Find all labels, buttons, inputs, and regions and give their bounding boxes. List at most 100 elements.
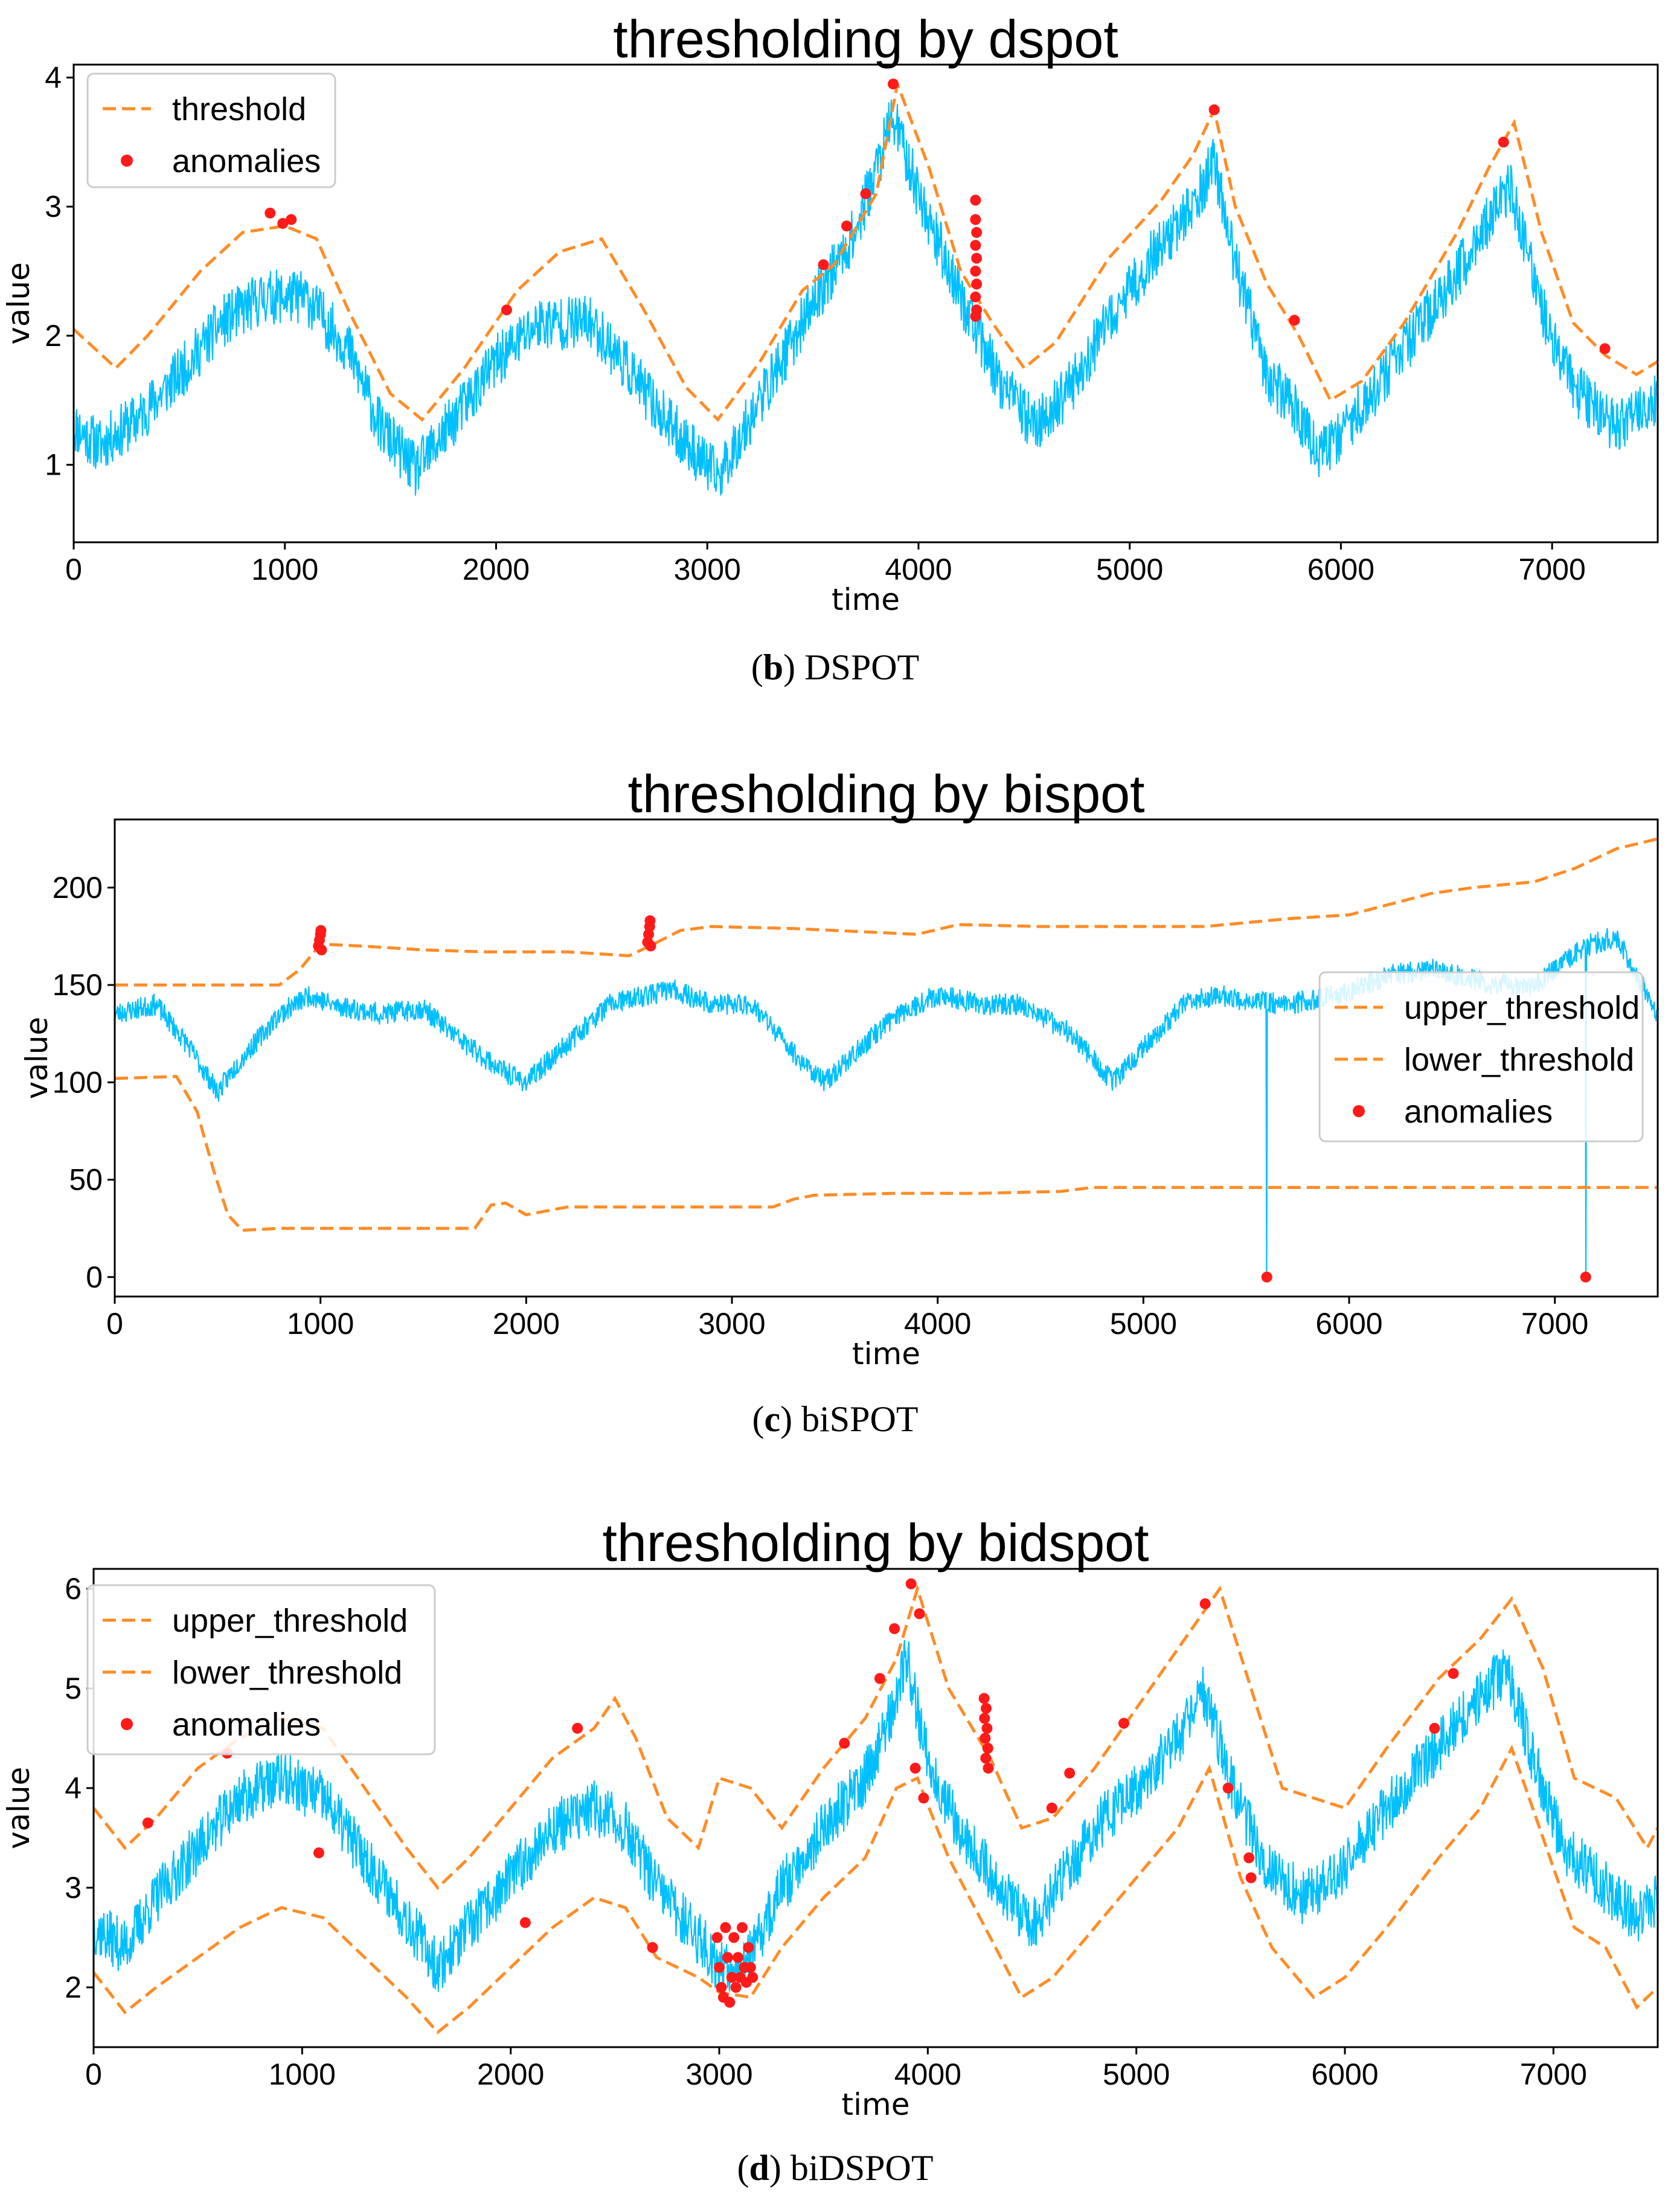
axes-frame xyxy=(92,1568,1659,2048)
y-tick-label: 0 xyxy=(86,1260,103,1294)
y-tick-label: 2 xyxy=(45,319,62,353)
anomaly-point xyxy=(733,1952,744,1963)
anomaly-point xyxy=(265,207,276,219)
x-tick-label: 2000 xyxy=(463,553,530,586)
anomaly-point xyxy=(277,217,289,229)
anomaly-point xyxy=(730,1982,742,1993)
x-tick-label: 2000 xyxy=(477,2057,544,2091)
x-tick-label: 7000 xyxy=(1519,553,1586,586)
y-tick-label: 2 xyxy=(65,1970,82,2004)
y-tick-label: 6 xyxy=(65,1572,82,1606)
chart-title: thresholding by bidspot xyxy=(602,1513,1149,1572)
anomaly-point xyxy=(971,252,983,264)
anomaly-point xyxy=(874,1673,885,1684)
anomaly-point xyxy=(747,1972,759,1983)
anomaly-point xyxy=(1498,136,1509,148)
plot-area xyxy=(115,837,1658,1283)
x-axis-label: time xyxy=(842,2087,910,2122)
legend: upper_threshold lower_threshold anomalies xyxy=(1318,971,1644,1143)
anomaly-point xyxy=(889,1623,900,1634)
anomaly-point xyxy=(519,1917,531,1928)
x-tick-label: 5000 xyxy=(1103,2057,1170,2091)
legend-label: anomalies xyxy=(1404,1094,1553,1130)
anomaly-point xyxy=(860,188,871,199)
x-tick-label: 5000 xyxy=(1096,553,1163,586)
caption-text: biDSPOT xyxy=(791,2148,934,2188)
anomaly-point xyxy=(1208,104,1220,115)
chart-title: thresholding by dspot xyxy=(613,9,1118,69)
y-axis-label: value xyxy=(1,1767,36,1850)
x-tick-label: 1000 xyxy=(287,1307,354,1341)
anomaly-point xyxy=(724,1996,736,2008)
anomaly-point xyxy=(1448,1668,1459,1679)
axes-frame xyxy=(72,63,1659,543)
anomaly-point xyxy=(736,1922,748,1933)
x-tick-label: 5000 xyxy=(1110,1307,1177,1341)
anomaly-point xyxy=(905,1578,917,1589)
plot-area xyxy=(74,78,1658,496)
anomaly-point xyxy=(313,1847,324,1859)
axes-frame xyxy=(114,818,1659,1298)
x-tick-label: 6000 xyxy=(1311,2057,1378,2091)
caption-label: c xyxy=(764,1399,780,1439)
legend-marker-anomalies xyxy=(121,1718,133,1730)
legend-box xyxy=(86,1584,436,1755)
anomaly-point xyxy=(839,1737,850,1749)
series-line-threshold xyxy=(74,78,1658,422)
legend-marker-anomalies xyxy=(121,155,133,167)
x-tick-label: 4000 xyxy=(904,1307,971,1341)
y-tick-label: 200 xyxy=(53,871,103,905)
anomaly-point xyxy=(315,925,327,936)
caption-label: b xyxy=(763,647,783,687)
series-line-lower-threshold xyxy=(115,1075,1658,1232)
anomaly-point xyxy=(980,1752,992,1764)
caption-label: d xyxy=(749,2148,769,2188)
anomaly-point xyxy=(647,1942,658,1953)
anomaly-point xyxy=(286,214,297,225)
x-axis-label: time xyxy=(832,582,900,617)
anomaly-point xyxy=(711,1932,723,1943)
series-line-value xyxy=(115,928,1658,1278)
series-line-upper-threshold xyxy=(94,1583,1658,1890)
anomaly-point xyxy=(316,944,327,956)
anomaly-point xyxy=(726,1972,737,1983)
legend-label: lower_threshold xyxy=(1404,1042,1634,1078)
series-line-upper-threshold xyxy=(115,837,1658,987)
x-tick-label: 4000 xyxy=(885,553,952,586)
x-tick-label: 1000 xyxy=(269,2057,336,2091)
anomaly-point xyxy=(971,226,983,238)
chart-title: thresholding by bispot xyxy=(627,764,1144,824)
anomaly-point xyxy=(1245,1872,1257,1883)
figure-caption: (c) biSPOT xyxy=(752,1399,919,1439)
anomaly-point xyxy=(970,310,981,322)
legend-box xyxy=(86,72,336,188)
anomaly-point xyxy=(714,1962,725,1973)
anomaly-point xyxy=(1199,1598,1211,1609)
caption-text: DSPOT xyxy=(804,647,919,687)
figure-caption: (b) DSPOT xyxy=(751,647,919,687)
x-tick-label: 6000 xyxy=(1307,553,1374,586)
legend-label: upper_threshold xyxy=(1404,990,1640,1026)
anomaly-point xyxy=(743,1942,754,1953)
legend-marker-anomalies xyxy=(1353,1105,1365,1117)
anomaly-point xyxy=(918,1792,929,1804)
chart-panel-1: thresholding by dspot 0 1000 2000 3000 4000 50… xyxy=(1,9,1659,687)
x-tick-label: 7000 xyxy=(1521,1307,1588,1341)
anomaly-point xyxy=(981,1723,993,1734)
anomaly-point xyxy=(979,1713,990,1724)
y-tick-label: 3 xyxy=(65,1871,82,1905)
anomaly-point xyxy=(1261,1271,1272,1283)
figure-caption: (d) biDSPOT xyxy=(737,2148,933,2188)
x-tick-label: 2000 xyxy=(493,1307,560,1341)
anomaly-point xyxy=(1222,1783,1234,1794)
anomaly-point xyxy=(914,1608,925,1620)
anomaly-point xyxy=(887,79,899,90)
y-tick-label: 50 xyxy=(69,1163,103,1197)
anomaly-point xyxy=(745,1962,756,1973)
y-tick-label: 100 xyxy=(53,1065,103,1099)
legend-box xyxy=(1318,971,1644,1143)
anomaly-point xyxy=(818,259,829,271)
y-tick-label: 4 xyxy=(65,1771,82,1805)
